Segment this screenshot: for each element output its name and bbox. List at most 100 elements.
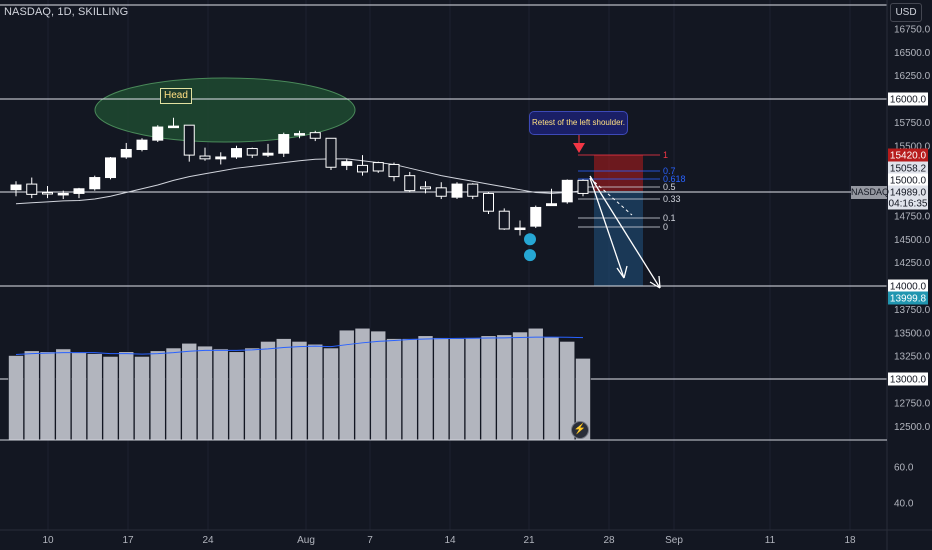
candle-body (467, 183, 479, 197)
price-tick-label: 14250.0 (894, 258, 931, 269)
signal-dot (524, 249, 536, 262)
volume-bar (543, 336, 560, 441)
candle-body (152, 126, 164, 141)
candle-body (199, 155, 211, 160)
volume-bar (512, 331, 528, 441)
candle-body (26, 183, 38, 195)
symbol-title[interactable]: NASDAQ, 1D, SKILLING (4, 6, 129, 18)
candle-body (246, 148, 258, 156)
osc-tick-label: 60.0 (894, 463, 914, 474)
fib-zone (578, 154, 660, 286)
volume-bar (134, 356, 150, 441)
fib-level-label: 0.7 (663, 166, 676, 176)
volume-bar (71, 352, 87, 441)
candle-body (357, 164, 368, 173)
price-tag-label: 15000.0 (890, 176, 927, 187)
volume-bar (118, 351, 135, 441)
candle-body (168, 125, 179, 129)
candle-body (498, 210, 510, 230)
projection-arrow-line (589, 175, 661, 289)
candle-body (183, 124, 195, 156)
volume-bar (39, 351, 56, 441)
lightning-icon[interactable]: ⚡ (571, 421, 589, 439)
time-tick-label: 17 (122, 535, 134, 546)
volume-bar (386, 338, 402, 441)
currency-button[interactable]: USD (890, 3, 922, 22)
price-tag-bg (888, 92, 928, 106)
time-tick-label: 21 (523, 535, 535, 546)
candle-body (120, 148, 132, 158)
volume-bar (55, 348, 72, 441)
candle-body (341, 161, 353, 166)
reward-zone (594, 191, 643, 286)
candle-body (73, 188, 85, 194)
candle-body (89, 177, 101, 190)
price-tag-label: 16000.0 (890, 95, 927, 106)
price-tag-bg (888, 372, 928, 386)
price-tag-bg (888, 148, 928, 162)
volume-bar (354, 327, 371, 441)
time-axis[interactable]: 10 17 24 Aug 7 14 21 28 Sep 11 18 (42, 535, 856, 546)
price-tag-bg (888, 173, 928, 187)
volume-bar (275, 338, 292, 441)
candle-body (136, 139, 148, 150)
volume-bar (228, 351, 245, 441)
moving-average (15, 158, 584, 205)
volume-bar (307, 343, 324, 441)
retest-label[interactable]: Retest of the left shoulder. (529, 111, 628, 135)
price-tag-bg (888, 291, 928, 305)
candle-body (561, 179, 573, 203)
time-tick-label: Sep (665, 535, 683, 546)
volume-ma-line (15, 336, 584, 356)
candle-body (404, 175, 416, 192)
candle-body (372, 162, 384, 172)
price-tick-label: 13250.0 (894, 352, 931, 363)
candle-body (388, 163, 400, 178)
fib-level-label: 0.5 (663, 182, 676, 192)
fib-level-label: 0.618 (663, 174, 686, 184)
candle-body (325, 137, 337, 168)
volume-bar (181, 342, 198, 441)
price-tag-label: 04:16:35 (889, 199, 928, 210)
price-tick-label: 15500.0 (894, 141, 931, 152)
time-tick-label: 24 (202, 535, 214, 546)
fib-level-label: 1 (663, 150, 668, 160)
price-tag-label: 14989.0 (890, 188, 927, 199)
price-ma-line (15, 158, 584, 205)
signal-dot (524, 233, 536, 246)
price-tick-label: 16250.0 (894, 71, 931, 82)
candle-body (262, 152, 274, 156)
volume-bar (480, 335, 497, 441)
price-tag-label: 15058.2 (890, 164, 927, 175)
price-axis[interactable]: 16750.0 16500.0 16250.0 15750.0 15500.0 14750… (894, 24, 931, 432)
head-label[interactable]: Head (160, 88, 192, 104)
price-tag-label: 13000.0 (890, 375, 927, 386)
price-tag-bg (888, 279, 928, 293)
time-tick-label: 11 (765, 535, 776, 546)
projection-arrows (589, 175, 661, 289)
candle-body (420, 186, 431, 190)
candle-body (294, 133, 305, 136)
volume-bar (23, 350, 40, 441)
time-tick-label: 28 (603, 535, 615, 546)
price-tags: 16000.0 15420.0 15058.215000.014989.004:16… (888, 92, 928, 386)
price-tick-label: 12750.0 (894, 398, 931, 409)
arrow-head-icon (649, 275, 661, 289)
sell-arrow-icon (573, 143, 585, 153)
volume-bar (401, 338, 418, 441)
candle-body (577, 179, 589, 194)
candle-body (451, 183, 463, 198)
candle-body (514, 227, 526, 231)
candle-body (10, 184, 22, 191)
osc-tick-label: 40.0 (894, 499, 914, 510)
price-tick-label: 14500.0 (894, 235, 931, 246)
price-tag-bg (888, 196, 928, 210)
oscillator-axis[interactable]: 60.0 40.0 (894, 463, 914, 510)
volume-bar (291, 341, 308, 441)
price-tag-bg (888, 161, 928, 175)
price-tick-label: 12500.0 (894, 422, 931, 433)
time-tick-label: 10 (42, 535, 54, 546)
arrow-head-icon (616, 265, 628, 279)
